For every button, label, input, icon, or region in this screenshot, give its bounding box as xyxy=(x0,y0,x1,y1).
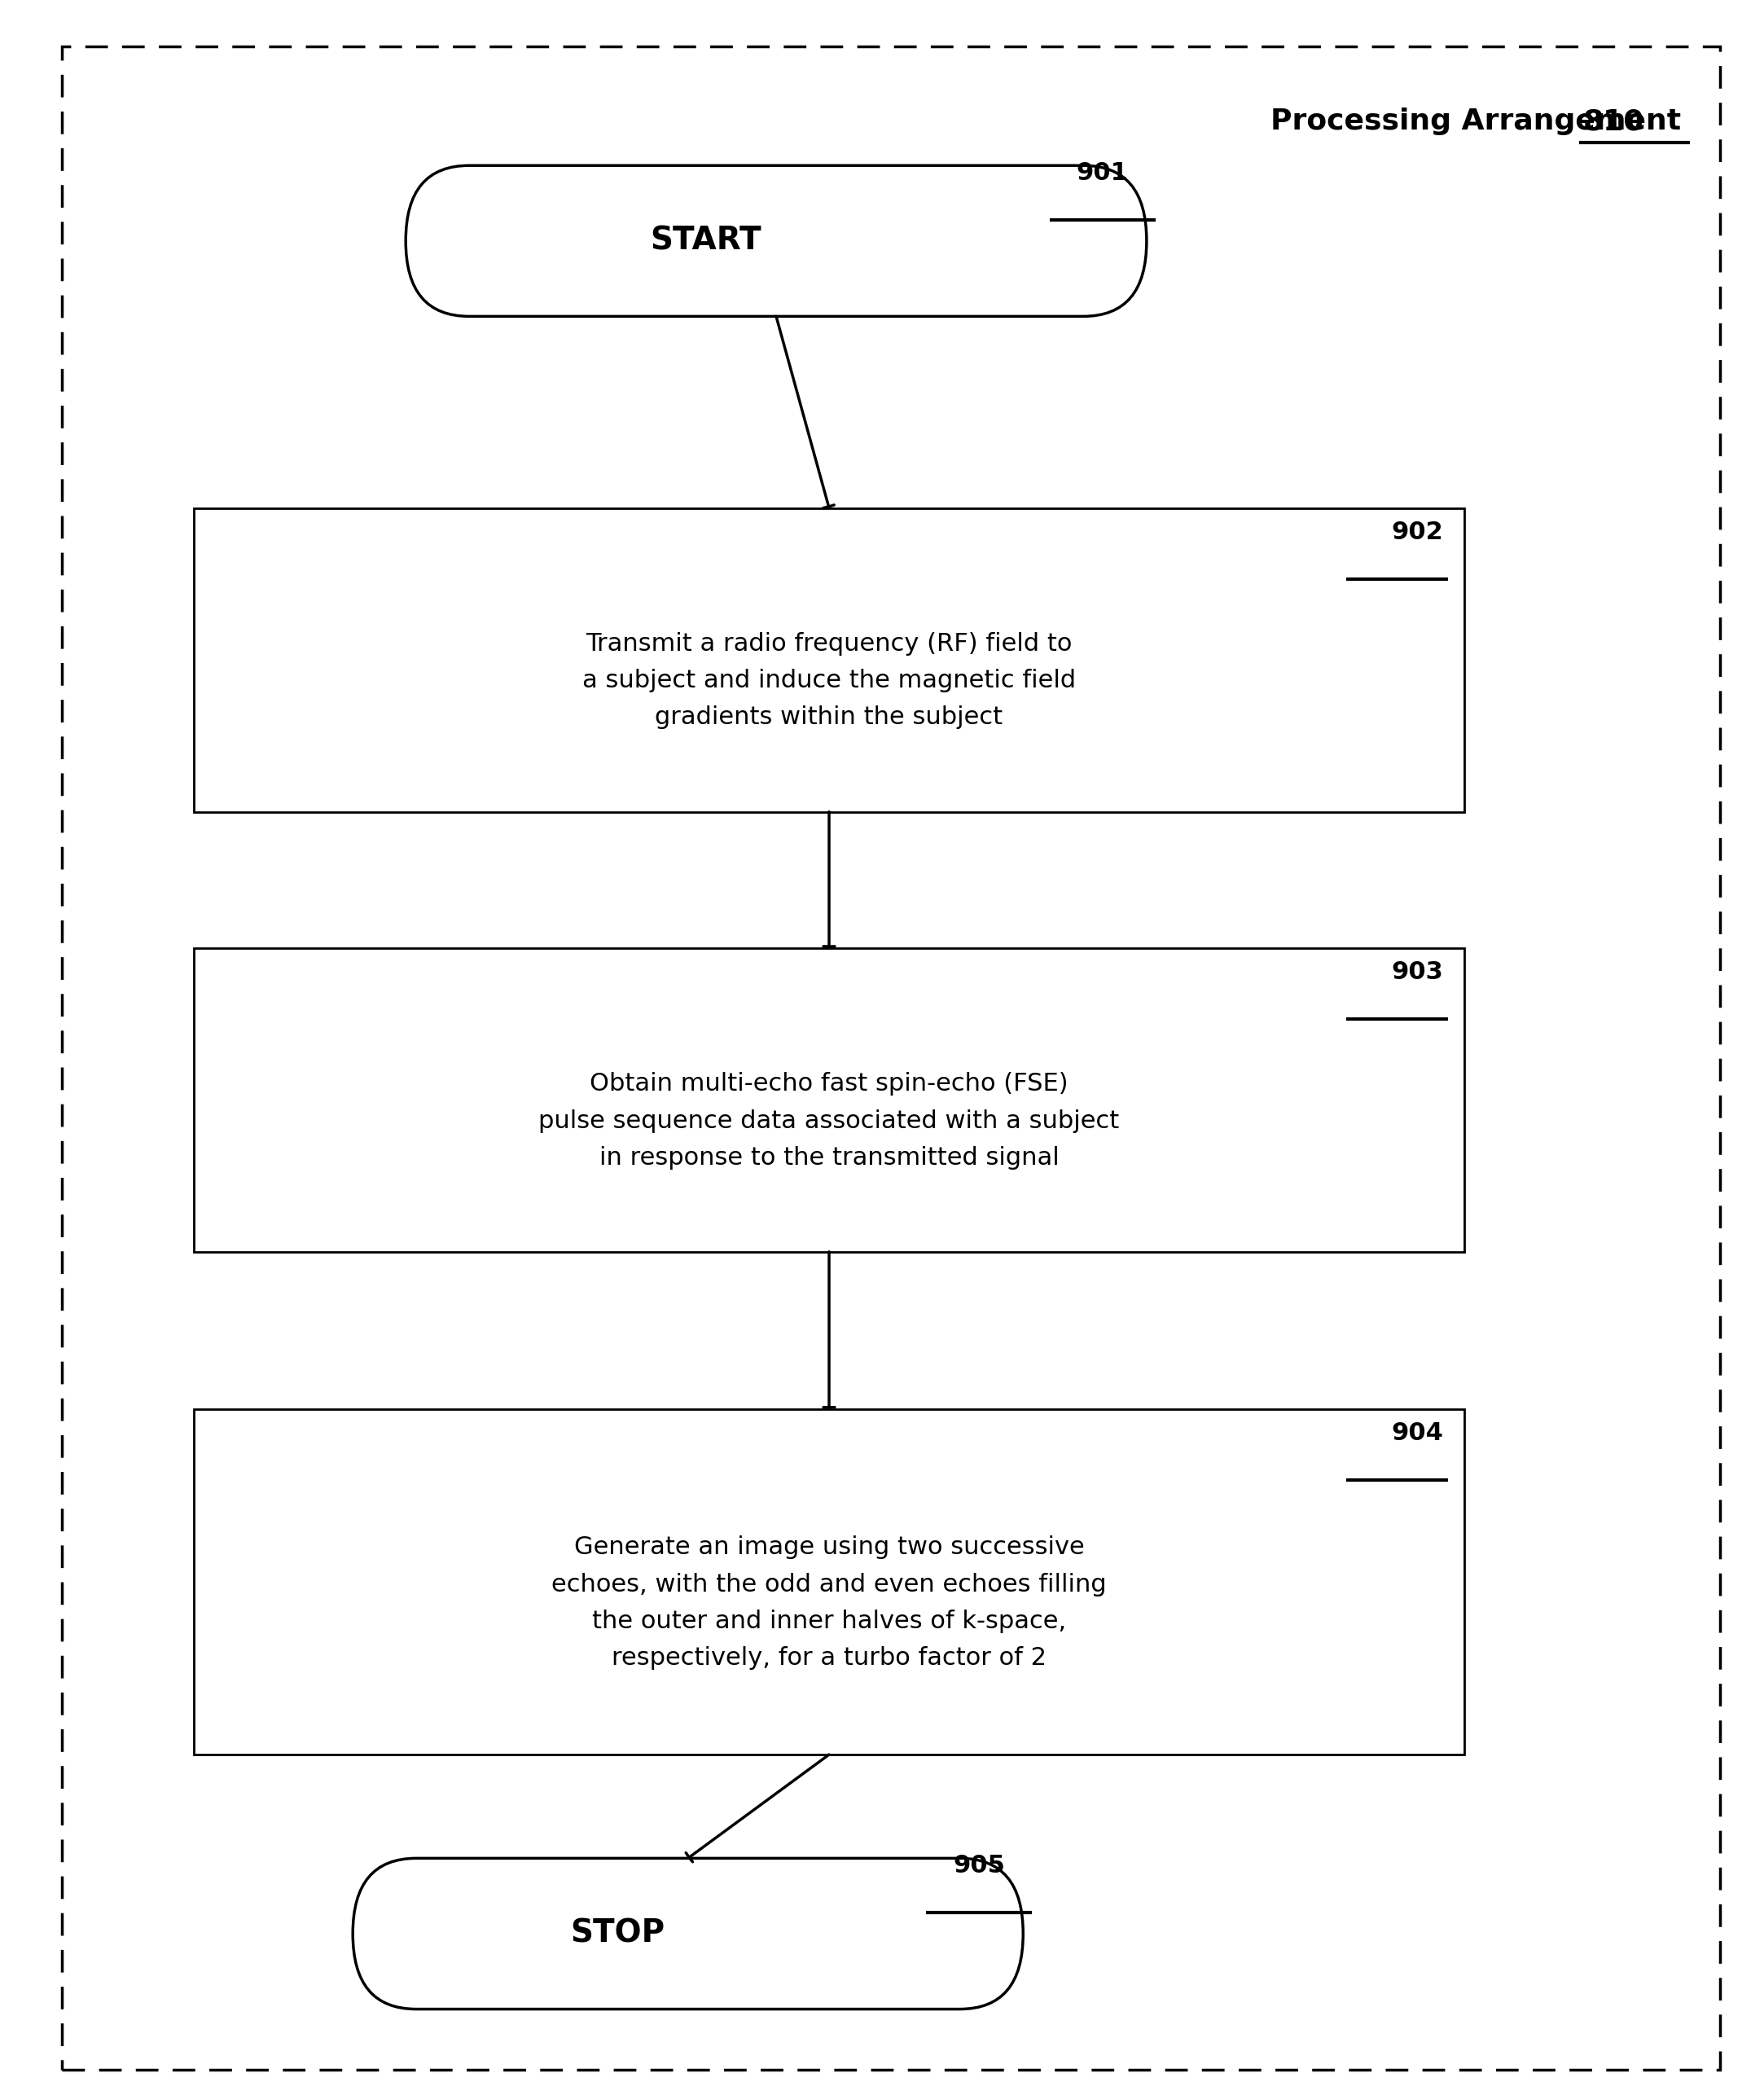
Text: 904: 904 xyxy=(1392,1420,1443,1446)
Text: Transmit a radio frequency (RF) field to
a subject and induce the magnetic field: Transmit a radio frequency (RF) field to… xyxy=(582,633,1076,729)
Text: START: START xyxy=(649,226,762,256)
Text: Obtain multi-echo fast spin-echo (FSE)
pulse sequence data associated with a sub: Obtain multi-echo fast spin-echo (FSE) p… xyxy=(538,1073,1120,1169)
FancyBboxPatch shape xyxy=(194,1408,1464,1756)
Text: Generate an image using two successive
echoes, with the odd and even echoes fill: Generate an image using two successive e… xyxy=(552,1536,1106,1670)
Text: 902: 902 xyxy=(1392,520,1443,545)
Text: STOP: STOP xyxy=(570,1919,665,1948)
FancyBboxPatch shape xyxy=(406,166,1147,316)
Text: 810: 810 xyxy=(1584,107,1644,136)
Text: Processing Arrangement: Processing Arrangement xyxy=(1270,107,1681,136)
Text: 905: 905 xyxy=(953,1854,1005,1877)
Text: 901: 901 xyxy=(1076,161,1129,184)
FancyBboxPatch shape xyxy=(353,1858,1023,2009)
FancyBboxPatch shape xyxy=(194,947,1464,1251)
Text: 903: 903 xyxy=(1392,960,1443,985)
FancyBboxPatch shape xyxy=(194,507,1464,811)
